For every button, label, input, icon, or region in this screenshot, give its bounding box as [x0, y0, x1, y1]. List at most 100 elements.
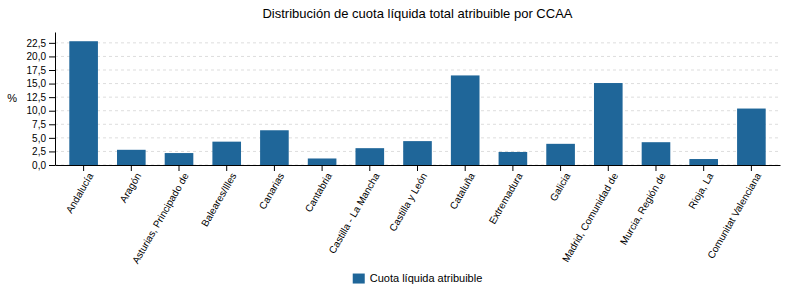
- x-tick-mark: [274, 165, 275, 171]
- bars: [69, 41, 765, 165]
- bar: [737, 109, 766, 165]
- x-tick-label: Madrid, Comunidad de: [560, 171, 620, 264]
- x-tick-label: Castilla y León: [387, 171, 429, 233]
- grid-line: [55, 137, 780, 138]
- x-tick-label: Canarias: [257, 171, 287, 211]
- grid-line: [55, 110, 780, 111]
- y-tick: 5,0: [32, 133, 55, 144]
- x-tick-label: Baleares/Illes: [199, 171, 239, 228]
- y-tick-mark: [49, 124, 55, 125]
- x-tick: Madrid, Comunidad de: [560, 165, 620, 264]
- y-tick-label: 17,5: [27, 65, 47, 76]
- x-tick-mark: [751, 165, 752, 171]
- y-tick-label: 0,0: [32, 160, 46, 171]
- x-tick-mark: [465, 165, 466, 171]
- y-tick-mark: [49, 84, 55, 85]
- x-tick: Extremadura: [487, 165, 525, 226]
- y-tick: 12,5: [27, 92, 55, 103]
- y-axis-title: %: [7, 92, 17, 104]
- y-tick-mark: [49, 165, 55, 166]
- x-tick-mark: [417, 165, 418, 171]
- x-tick: Baleares/Illes: [199, 165, 239, 228]
- grid-line: [55, 83, 780, 84]
- x-tick-mark: [179, 165, 180, 171]
- x-tick: Andalucía: [64, 165, 96, 215]
- y-tick-mark: [49, 97, 55, 98]
- x-tick-label: Comunitat Valenciana: [705, 171, 763, 261]
- y-tick-label: 2,5: [32, 146, 46, 157]
- bar: [546, 144, 575, 165]
- y-tick-mark: [49, 70, 55, 71]
- x-tick-label: Cataluña: [448, 171, 478, 212]
- bar: [642, 142, 671, 165]
- y-tick-label: 20,0: [27, 51, 47, 62]
- x-tick: Asturias, Principado de: [130, 165, 191, 266]
- y-tick-mark: [49, 43, 55, 44]
- x-tick-label: Rioja, La: [686, 171, 715, 211]
- x-tick: Murcia, Región de: [618, 165, 668, 247]
- y-tick-mark: [49, 56, 55, 57]
- x-tick-mark: [560, 165, 561, 171]
- x-tick-label: Asturias, Principado de: [130, 171, 191, 266]
- bar: [594, 83, 623, 165]
- y-tick: 17,5: [27, 65, 55, 76]
- x-tick-mark: [655, 165, 656, 171]
- y-tick-label: 22,5: [27, 38, 47, 49]
- grid-line: [55, 56, 780, 57]
- bar: [451, 75, 480, 165]
- bar: [212, 142, 241, 165]
- legend-item: Cuota líquida atribuible: [353, 272, 483, 284]
- y-tick: 20,0: [27, 51, 55, 62]
- x-tick-mark: [512, 165, 513, 171]
- x-tick-label: Galicia: [548, 171, 573, 203]
- grid-line: [55, 70, 780, 71]
- x-tick-mark: [322, 165, 323, 171]
- x-tick-label: Murcia, Región de: [618, 171, 668, 247]
- bar: [165, 153, 194, 165]
- x-tick-mark: [226, 165, 227, 171]
- x-tick-mark: [131, 165, 132, 171]
- y-tick: 10,0: [27, 105, 55, 116]
- x-tick-label: Castilla - La Mancha: [327, 171, 382, 256]
- x-tick-mark: [369, 165, 370, 171]
- grid-line: [55, 97, 780, 98]
- y-tick-mark: [49, 111, 55, 112]
- bar: [69, 41, 98, 165]
- bar: [117, 150, 146, 165]
- x-tick: Cataluña: [448, 165, 478, 211]
- chart-svg: 0,0 2,5 5,0 7,5 10,0 12,5 15,0 17,5 20,0 22,5% And…: [0, 0, 800, 300]
- bar: [689, 159, 718, 165]
- bar: [403, 141, 432, 165]
- x-tick: Cantabria: [303, 165, 334, 214]
- grid: [55, 43, 780, 165]
- y-axis: 0,0 2,5 5,0 7,5 10,0 12,5 15,0 17,5 20,0 22,5: [27, 33, 56, 171]
- x-tick: Canarias: [257, 165, 287, 211]
- y-tick-mark: [49, 151, 55, 152]
- x-tick: Comunitat Valenciana: [705, 165, 763, 261]
- x-tick-label: Andalucía: [64, 171, 96, 215]
- chart-container: 0,0 2,5 5,0 7,5 10,0 12,5 15,0 17,5 20,0 22,5% And…: [0, 0, 800, 300]
- grid-line: [55, 124, 780, 125]
- bar: [355, 148, 384, 165]
- legend: Cuota líquida atribuible: [353, 272, 483, 284]
- x-tick-label: Extremadura: [487, 171, 525, 226]
- x-axis: Andalucía AragónAsturias, Principado deBa…: [56, 165, 781, 266]
- grid-line: [55, 42, 780, 43]
- y-tick: 22,5: [27, 38, 55, 49]
- y-tick-label: 15,0: [27, 78, 47, 89]
- x-tick: Galicia: [548, 165, 573, 203]
- x-tick-label: Cantabria: [303, 171, 334, 214]
- y-tick-label: 12,5: [27, 92, 47, 103]
- legend-label: Cuota líquida atribuible: [370, 272, 483, 284]
- y-tick-mark: [49, 138, 55, 139]
- y-tick: 2,5: [32, 146, 55, 157]
- x-tick: Rioja, La: [686, 165, 715, 211]
- y-tick: 0,0: [32, 160, 55, 171]
- x-tick: Aragón: [118, 165, 144, 204]
- chart-title: Distribución de cuota líquida total atri…: [262, 6, 572, 21]
- y-tick: 15,0: [27, 78, 55, 89]
- legend-swatch: [353, 274, 365, 284]
- y-tick: 7,5: [32, 119, 55, 130]
- plot-area: 0,0 2,5 5,0 7,5 10,0 12,5 15,0 17,5 20,0 22,5% And…: [7, 33, 780, 266]
- bar: [260, 130, 289, 165]
